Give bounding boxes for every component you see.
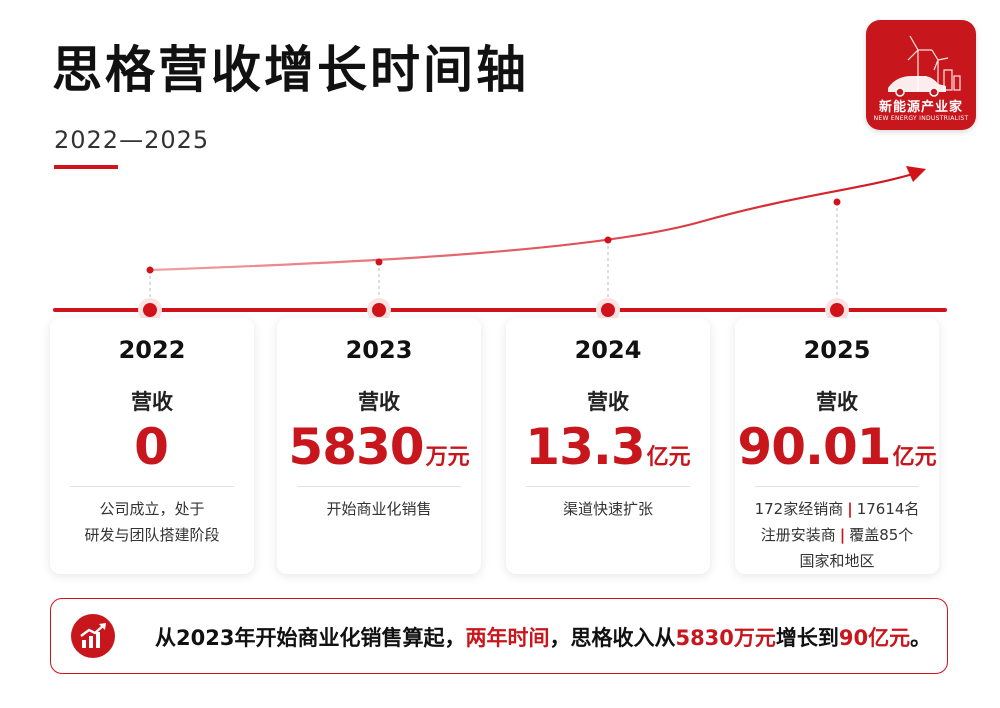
curve-point: [375, 258, 383, 266]
subtitle-underline: [54, 165, 118, 169]
card-revenue-value: 13.3亿元: [525, 418, 691, 476]
summary-banner: 从2023年开始商业化销售算起，两年时间，思格收入从5830万元增长到90亿元。: [50, 598, 948, 674]
brand-logo: 新能源产业家 NEW ENERGY INDUSTRIALIST: [866, 20, 976, 130]
card-divider: [755, 486, 919, 487]
growth-timeline-graphic: [53, 166, 947, 322]
card-revenue-value: 90.01亿元: [737, 418, 937, 476]
timeline-marker: [372, 303, 386, 317]
card-year: 2023: [345, 336, 413, 364]
timeline-marker: [830, 303, 844, 317]
growth-curve: [149, 170, 921, 272]
year-card-2022: 2022 营收 0 公司成立，处于 研发与团队搭建阶段: [50, 318, 254, 574]
year-card-2025: 2025 营收 90.01亿元 172家经销商 | 17614名 注册安装商 | 覆盖85个 国家…: [735, 318, 939, 574]
card-description: 渠道快速扩张: [562, 500, 653, 518]
card-divider: [70, 486, 234, 487]
wind-turbine-car-icon: [888, 35, 961, 97]
card-year: 2024: [574, 336, 642, 364]
card-year: 2025: [803, 336, 871, 364]
page-subtitle: 2022—2025: [54, 126, 210, 154]
card-description: 172家经销商 | 17614名 注册安装商 | 覆盖85个 国家和地区: [754, 500, 920, 570]
year-card-2024: 2024 营收 13.3亿元渠道快速扩张: [506, 318, 710, 574]
logo-name: 新能源产业家: [878, 100, 963, 115]
logo-english: NEW ENERGY INDUSTRIALIST: [873, 115, 969, 122]
card-description: 公司成立，处于 研发与团队搭建阶段: [84, 500, 220, 544]
card-divider: [297, 486, 461, 487]
growth-arrow-head: [906, 166, 926, 182]
curve-point: [604, 236, 612, 244]
card-label: 营收: [587, 390, 629, 414]
card-description: 开始商业化销售: [326, 500, 432, 518]
curve-point: [833, 198, 841, 206]
card-label: 营收: [816, 390, 858, 414]
summary-text: 从2023年开始商业化销售算起，两年时间，思格收入从5830万元增长到90亿元。: [155, 626, 932, 650]
curve-point: [146, 266, 154, 274]
timeline-marker: [601, 303, 615, 317]
card-year: 2022: [118, 336, 186, 364]
page-title: 思格营收增长时间轴: [52, 41, 529, 99]
growth-chart-icon: [71, 614, 115, 658]
year-card-2023: 2023 营收 5830万元开始商业化销售: [277, 318, 481, 574]
timeline-marker: [143, 303, 157, 317]
card-revenue-value: 0: [134, 418, 169, 476]
card-label: 营收: [358, 390, 400, 414]
card-label: 营收: [131, 390, 173, 414]
card-divider: [526, 486, 690, 487]
card-revenue-value: 5830万元: [288, 418, 470, 476]
